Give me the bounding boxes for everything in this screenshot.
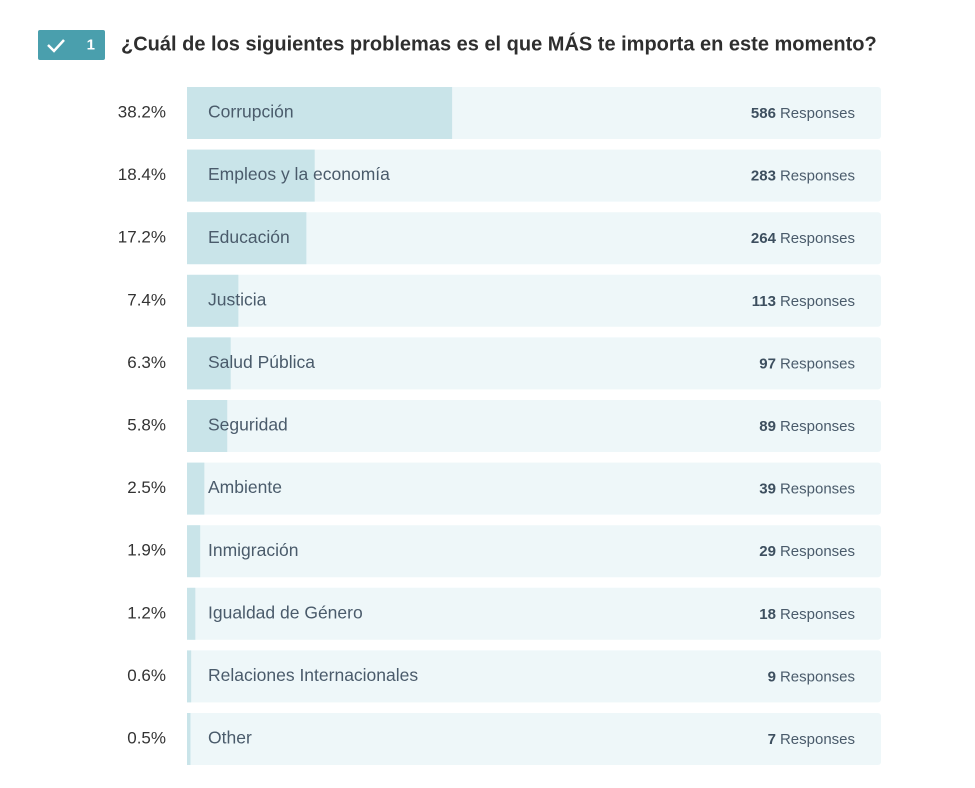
check-icon (47, 39, 65, 53)
count-unit: Responses (780, 355, 855, 372)
response-count: 113 Responses (752, 293, 855, 310)
count-number: 586 (751, 105, 776, 122)
count-unit: Responses (780, 606, 855, 623)
category-label: Seguridad (208, 415, 288, 435)
response-count: 18 Responses (759, 606, 855, 623)
count-unit: Responses (780, 105, 855, 122)
count-unit: Responses (780, 293, 855, 310)
count-unit: Responses (780, 731, 855, 748)
percent-label: 1.2% (127, 603, 166, 622)
bar (187, 87, 453, 139)
bar (187, 713, 191, 765)
category-label: Igualdad de Género (208, 602, 363, 622)
percent-label: 0.5% (127, 728, 166, 747)
percent-label: 38.2% (118, 102, 166, 121)
category-label: Salud Pública (208, 352, 315, 372)
category-label: Relaciones Internacionales (208, 665, 418, 685)
percent-label: 7.4% (127, 290, 166, 309)
bar (187, 400, 228, 452)
category-label: Other (208, 728, 252, 748)
percent-label: 6.3% (127, 353, 166, 372)
response-count: 7 Responses (768, 731, 855, 748)
bar-track (187, 212, 881, 265)
count-unit: Responses (780, 481, 855, 498)
bar-track (187, 713, 881, 765)
bar-track (187, 650, 881, 703)
question-badge (38, 30, 105, 60)
bar-track (187, 525, 881, 578)
category-label: Ambiente (208, 477, 282, 497)
count-number: 264 (751, 230, 777, 247)
category-label: Inmigración (208, 540, 298, 560)
count-number: 7 (768, 731, 776, 748)
count-number: 29 (759, 543, 776, 560)
category-label: Justicia (208, 289, 267, 309)
bar-track (187, 337, 881, 390)
percent-label: 18.4% (118, 165, 166, 184)
bar-track (187, 462, 881, 515)
bar (187, 149, 315, 202)
bar (187, 587, 196, 640)
count-unit: Responses (780, 230, 855, 247)
response-count: 9 Responses (768, 668, 855, 685)
count-number: 97 (759, 355, 776, 372)
bar (187, 462, 205, 515)
bar-track (187, 587, 881, 640)
response-count: 97 Responses (759, 355, 855, 372)
category-label: Corrupción (208, 102, 294, 122)
count-unit: Responses (780, 168, 855, 185)
count-number: 89 (759, 418, 776, 435)
count-number: 39 (759, 481, 776, 498)
count-unit: Responses (780, 668, 855, 685)
chart-title: ¿Cuál de los siguientes problemas es el … (121, 32, 877, 55)
response-count: 586 Responses (751, 105, 855, 122)
bar (187, 337, 231, 390)
response-count: 29 Responses (759, 543, 855, 560)
count-unit: Responses (780, 418, 855, 435)
category-label: Empleos y la economía (208, 164, 390, 184)
count-number: 113 (752, 293, 776, 310)
category-label: Educación (208, 227, 290, 247)
response-count: 39 Responses (759, 481, 855, 498)
bar (187, 650, 192, 703)
count-number: 283 (751, 168, 776, 185)
response-count: 89 Responses (759, 418, 855, 435)
question-number: 1 (87, 36, 95, 53)
bar-track (187, 400, 881, 452)
count-number: 9 (768, 668, 776, 685)
bar (187, 212, 307, 265)
bar (187, 525, 201, 578)
percent-label: 2.5% (127, 478, 166, 497)
percent-label: 17.2% (118, 228, 166, 247)
count-unit: Responses (780, 543, 855, 560)
percent-label: 1.9% (127, 541, 166, 560)
bar-track (187, 149, 881, 202)
percent-label: 5.8% (127, 415, 166, 434)
bar (187, 274, 239, 327)
bar-track (187, 274, 881, 327)
response-count: 264 Responses (751, 230, 855, 247)
response-count: 283 Responses (751, 168, 855, 185)
count-number: 18 (759, 606, 776, 623)
percent-label: 0.6% (127, 666, 166, 685)
